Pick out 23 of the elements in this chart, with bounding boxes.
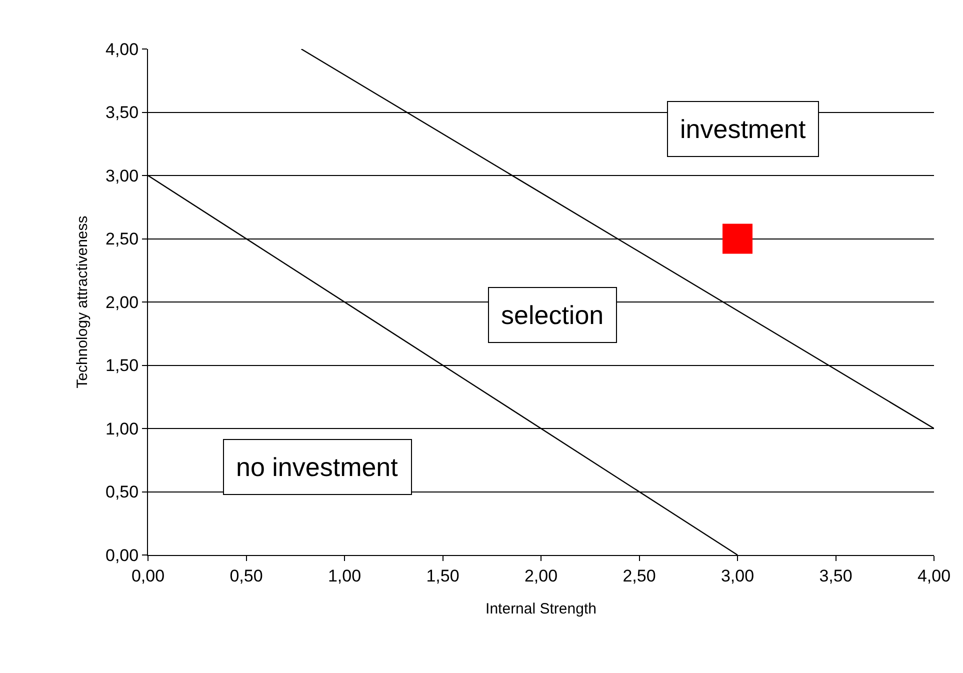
- y-tick-label: 3,00: [106, 166, 139, 186]
- y-tick-label: 4,00: [106, 40, 139, 59]
- y-tick-label: 3,50: [106, 103, 139, 122]
- x-tick-label: 0,00: [131, 566, 165, 586]
- x-tick-label: 3,00: [720, 566, 754, 586]
- x-tick-label: 2,00: [524, 566, 558, 586]
- x-tick-label: 4,00: [917, 566, 951, 586]
- y-tick-label: 1,00: [106, 419, 139, 438]
- annotation: no investment: [236, 452, 399, 482]
- x-tick-label: 3,50: [819, 566, 852, 586]
- y-tick-label: 2,00: [106, 292, 139, 312]
- y-tick-label: 1,50: [106, 356, 139, 376]
- y-tick-label: 2,50: [106, 230, 139, 249]
- annotation: selection: [501, 300, 604, 330]
- y-tick-label: 0,00: [106, 546, 139, 565]
- annotation: investment: [680, 114, 806, 144]
- x-tick-label: 0,50: [230, 566, 263, 586]
- x-tick-label: 1,50: [426, 566, 460, 586]
- x-tick-label: 2,50: [622, 566, 656, 586]
- y-tick-label: 0,50: [106, 482, 139, 502]
- x-axis-title: Internal Strength: [486, 600, 596, 618]
- x-tick-label: 1,00: [328, 566, 362, 586]
- y-axis-title: Technology attractiveness: [74, 216, 91, 388]
